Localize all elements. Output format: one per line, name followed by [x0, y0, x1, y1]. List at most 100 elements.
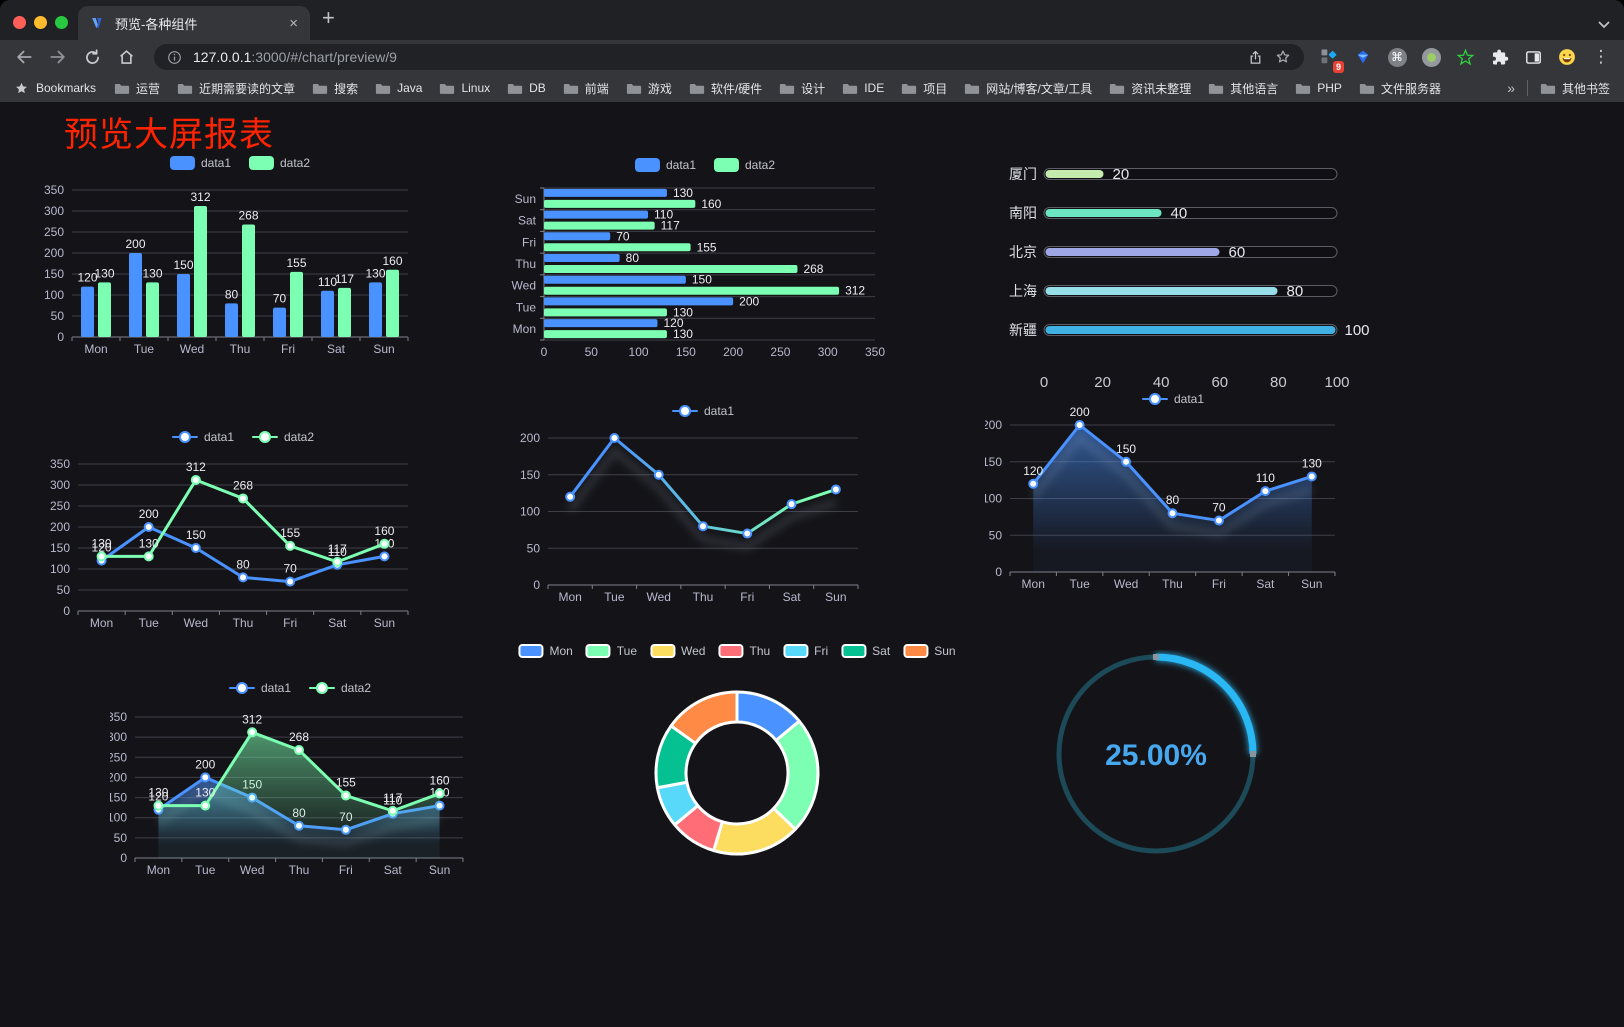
new-tab-button[interactable]: + [322, 5, 335, 30]
legend-item-data1[interactable]: data1 [171, 430, 234, 444]
svg-text:268: 268 [238, 208, 258, 222]
svg-text:150: 150 [44, 267, 64, 281]
reload-button[interactable] [78, 43, 106, 71]
window-close-button[interactable] [13, 16, 26, 29]
legend-item-Sun[interactable]: Sun [903, 644, 956, 658]
command-extension-icon[interactable]: ⌘ [1386, 46, 1408, 68]
home-button[interactable] [112, 43, 140, 71]
bookmarks-manager[interactable]: Bookmarks [14, 81, 96, 96]
browser-menu-icon[interactable]: ⋮ [1592, 47, 1610, 66]
bookmark-folder[interactable]: 游戏 [626, 80, 672, 97]
legend-item-Sat[interactable]: Sat [841, 644, 890, 658]
chart-bar-vertical[interactable]: 0 50 100 150 200 250 300 350 Mon Tue Wed Thu Fri Sat S… [40, 148, 470, 366]
bookmark-folder[interactable]: 网站/博客/文章/工具 [964, 80, 1092, 97]
svg-text:50: 50 [51, 309, 65, 323]
legend-item-data1[interactable]: data1 [228, 681, 291, 695]
bookmark-folder[interactable]: PHP [1295, 81, 1342, 95]
legend-label: data1 [665, 158, 696, 172]
star-extension-icon[interactable] [1454, 46, 1476, 68]
legend-item-Fri[interactable]: Fri [783, 644, 828, 658]
extensions-puzzle-icon[interactable] [1488, 46, 1510, 68]
legend-swatch-icon [309, 682, 335, 694]
extension-manager-icon[interactable]: 9 [1318, 46, 1344, 73]
address-bar[interactable]: 127.0.0.1:3000/#/chart/preview/9 [154, 44, 1304, 70]
svg-text:Fri: Fri [339, 863, 353, 877]
site-info-icon[interactable] [166, 49, 183, 66]
svg-text:0: 0 [995, 565, 1002, 579]
svg-text:Mon: Mon [513, 322, 536, 336]
legend-swatch-icon [718, 644, 744, 658]
legend-item-data2[interactable]: data2 [714, 158, 775, 172]
svg-text:80: 80 [236, 557, 250, 571]
chart-donut[interactable]: Mon Tue Wed Thu Fri Sat Sun [518, 640, 956, 892]
legend-item-data2[interactable]: data2 [309, 681, 371, 695]
legend-item-Wed[interactable]: Wed [650, 644, 705, 658]
legend-item-Mon[interactable]: Mon [518, 644, 573, 658]
svg-text:110: 110 [383, 794, 402, 808]
folder-icon [114, 82, 130, 95]
svg-text:Tue: Tue [1070, 577, 1091, 591]
bookmark-label: 游戏 [647, 81, 672, 96]
chart-bar-horizontal[interactable]: Mon 120 130 Tue 200 130 Wed 150 312 Thu 80 268 Fri 70… [500, 155, 892, 369]
legend-swatch-icon [671, 405, 698, 417]
emoji-extension-icon[interactable] [1556, 46, 1578, 68]
svg-text:Wed: Wed [512, 279, 536, 293]
bookmark-folder[interactable]: 搜索 [312, 80, 358, 97]
side-panel-icon[interactable] [1522, 46, 1544, 68]
legend-item-data2[interactable]: data2 [249, 156, 310, 170]
chart-gauge[interactable]: 25.00% [1040, 650, 1280, 880]
chart-line-basic[interactable]: 0 50 100 150 200 250 300 350 Mon Tue Wed Thu Fri Sat S… [45, 425, 465, 639]
bookmark-folder[interactable]: 资讯未整理 [1109, 80, 1191, 97]
bookmarks-label: Bookmarks [36, 81, 97, 95]
url-text[interactable]: 127.0.0.1:3000/#/chart/preview/9 [193, 49, 1237, 65]
chart-line-area-multi[interactable]: 0 50 100 150 200 250 300 350 Mon Tue Wed Thu Fri Sat S… [110, 675, 530, 891]
svg-text:268: 268 [233, 478, 253, 492]
tab-strip-chevron-icon[interactable] [1598, 16, 1610, 34]
bookmark-label: 前端 [584, 81, 609, 96]
legend-item-data1[interactable]: data1 [169, 156, 231, 170]
svg-text:110: 110 [328, 545, 347, 559]
legend-label: data2 [284, 430, 315, 444]
bookmark-folder[interactable]: 设计 [779, 80, 825, 97]
back-button[interactable] [10, 43, 38, 71]
svg-text:200: 200 [739, 294, 759, 308]
bookmark-folder[interactable]: 其他语言 [1208, 80, 1278, 97]
legend-item-data1[interactable]: data1 [634, 158, 696, 172]
chart-line-gradient[interactable]: 0 50 100 150 200 Mon Tue Wed Thu Fri Sat Sun data1 [500, 400, 900, 612]
bookmark-folder[interactable]: Linux [439, 81, 490, 95]
forward-button[interactable] [44, 43, 72, 71]
window-minimize-button[interactable] [34, 16, 47, 29]
bookmark-folder[interactable]: Java [375, 81, 422, 95]
svg-text:Thu: Thu [515, 257, 536, 271]
chart-line-area[interactable]: 0 50 100 150 200 Mon Tue Wed Thu Fri Sat Sun 120 200 1… [985, 390, 1357, 598]
window-zoom-button[interactable] [55, 16, 68, 29]
record-extension-icon[interactable] [1420, 46, 1442, 68]
bookmark-folder[interactable]: 近期需要读的文章 [177, 80, 295, 97]
other-bookmarks-folder[interactable]: 其他书签 [1540, 80, 1610, 97]
legend-item-data2[interactable]: data2 [252, 430, 314, 444]
share-icon[interactable] [1247, 49, 1264, 66]
browser-tab[interactable]: 预览-各种组件 × [78, 6, 310, 40]
legend-label: data2 [745, 158, 776, 172]
bookmark-folder[interactable]: DB [507, 81, 546, 95]
chart-progress-bars[interactable]: 厦门 20 南阳 40 北京 60 上海 80 新疆 100 0 20 40 60 80 100 [1000, 160, 1372, 400]
svg-text:Mon: Mon [84, 342, 107, 356]
bookmark-folder[interactable]: 文件服务器 [1359, 80, 1441, 97]
tab-close-icon[interactable]: × [289, 14, 298, 32]
legend-item-data1[interactable]: data1 [1141, 392, 1204, 406]
legend-item-Tue[interactable]: Tue [585, 644, 637, 658]
legend-item-data1[interactable]: data1 [671, 404, 734, 418]
bookmark-star-icon[interactable] [1274, 48, 1292, 66]
bookmark-folder[interactable]: 软件/硬件 [689, 80, 762, 97]
bookmark-label: DB [529, 81, 546, 95]
folder-icon [375, 82, 391, 95]
bookmark-folder[interactable]: 运营 [114, 80, 160, 97]
legend-item-Thu[interactable]: Thu [718, 644, 770, 658]
bookmark-folder[interactable]: 前端 [563, 80, 609, 97]
bookmark-folder[interactable]: IDE [842, 81, 884, 95]
bookmark-folder[interactable]: 项目 [901, 80, 947, 97]
bookmark-label: IDE [864, 81, 885, 95]
bookmarks-overflow-chevron[interactable]: » [1507, 80, 1515, 96]
gem-extension-icon[interactable] [1352, 46, 1374, 68]
svg-text:300: 300 [110, 730, 127, 744]
